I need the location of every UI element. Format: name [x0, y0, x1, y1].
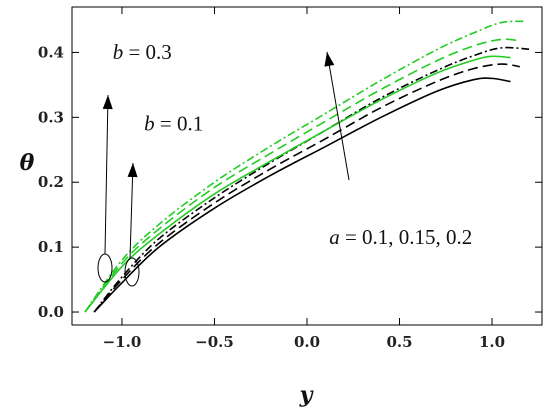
annotations: b = 0.3 b = 0.1 a = 0.1, 0.15, 0.2 — [97, 40, 472, 287]
arrow-b01-head — [127, 163, 138, 178]
annotation-2: b = 0.1 — [144, 111, 203, 135]
x-tick-label: 0.5 — [386, 333, 412, 351]
series-line-4 — [84, 55, 511, 313]
annotation-1: b = 0.3 — [113, 40, 172, 64]
y-tick-label: 0.2 — [38, 173, 64, 191]
y-tick-label: 0.0 — [38, 303, 64, 321]
annotation-3: a = 0.1, 0.15, 0.2 — [329, 225, 472, 249]
arrow-a — [326, 51, 350, 181]
group-ellipse-b03 — [97, 253, 113, 283]
y-tick-label: 0.1 — [38, 238, 64, 256]
x-tick-label: −1.0 — [103, 333, 142, 351]
x-tick-label: 1.0 — [479, 333, 505, 351]
series-line-3 — [93, 46, 530, 313]
series-group — [84, 20, 530, 313]
x-tick-label: −0.5 — [195, 333, 234, 351]
series-line-6 — [84, 20, 526, 313]
arrow-b03-head — [102, 95, 113, 110]
x-tick-label: 0.0 — [294, 333, 320, 351]
x-axis-label: y — [299, 382, 315, 408]
ticks: −1.0 −0.5 0.0 0.5 1.0 0.0 0.1 0.2 0.3 0.4 — [38, 7, 542, 351]
y-tick-label: 0.3 — [38, 108, 64, 126]
arrow-b01 — [129, 162, 134, 259]
series-line-2 — [93, 63, 520, 313]
y-tick-label: 0.4 — [38, 43, 64, 61]
series-line-5 — [84, 38, 520, 313]
series-line-1 — [93, 77, 511, 313]
group-ellipse-b01 — [124, 257, 140, 287]
arrow-b03 — [104, 94, 109, 255]
arrow-a-head — [324, 52, 335, 67]
y-axis-label: θ — [20, 150, 35, 176]
